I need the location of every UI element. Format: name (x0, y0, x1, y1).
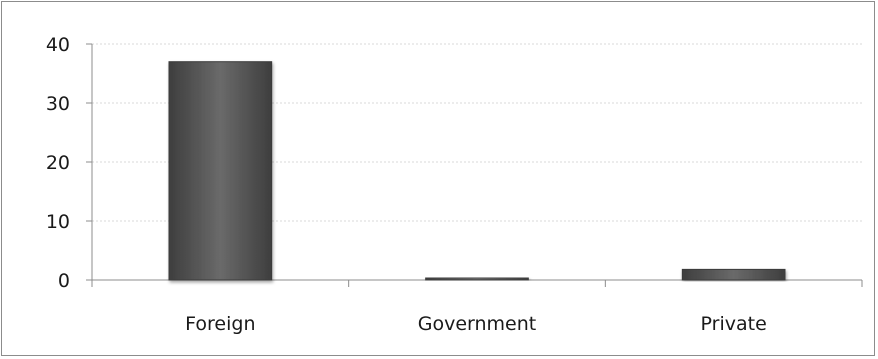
bars (168, 61, 786, 281)
x-axis: Foreign Government Private (91, 279, 863, 335)
bar-government (425, 277, 529, 281)
x-category-label: Foreign (185, 313, 255, 335)
y-tick-label: 0 (58, 270, 70, 292)
bar-private (681, 268, 786, 281)
x-category-label: Private (701, 313, 767, 335)
y-tick-label: 20 (46, 152, 70, 174)
y-tick-label: 40 (46, 34, 70, 56)
y-axis: 0 10 20 30 40 (46, 34, 93, 292)
bar-foreign (168, 61, 273, 281)
y-tick-label: 30 (46, 93, 70, 115)
y-tick-label: 10 (46, 211, 70, 233)
x-category-label: Government (418, 313, 537, 335)
